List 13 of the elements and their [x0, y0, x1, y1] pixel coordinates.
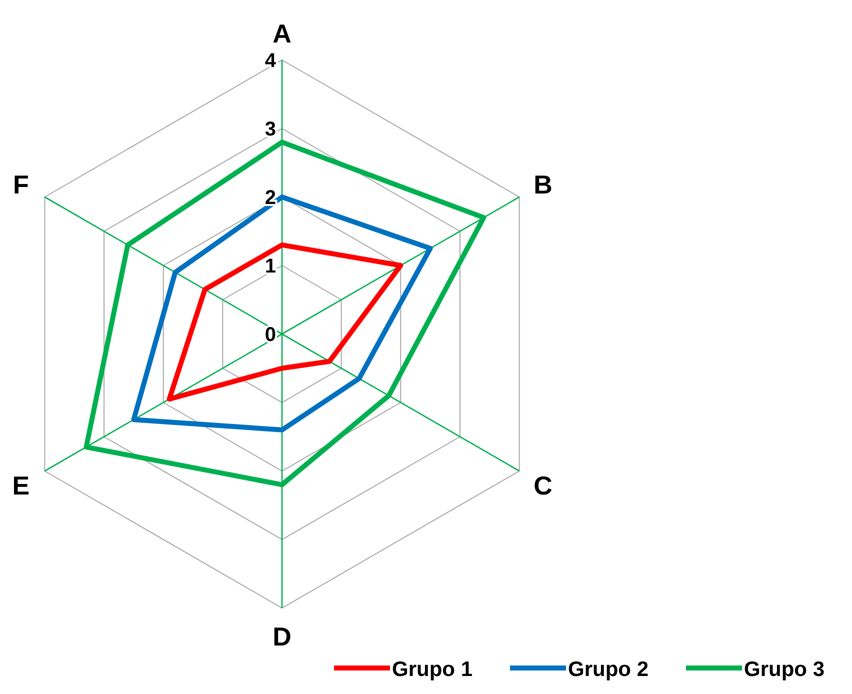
- spoke-label: E: [12, 470, 30, 501]
- spoke-label: F: [13, 169, 29, 200]
- y-tick-label: 1: [264, 256, 276, 278]
- y-tick-label: 0: [264, 324, 276, 346]
- spoke-label: C: [534, 470, 553, 501]
- spoke-label: A: [272, 18, 292, 49]
- legend-label: Grupo 2: [568, 658, 649, 681]
- spoke-label: D: [272, 621, 292, 652]
- legend-label: Grupo 1: [392, 658, 473, 681]
- y-tick-label: 4: [264, 50, 277, 72]
- y-tick-label: 3: [264, 118, 276, 140]
- spoke-label: B: [534, 169, 552, 200]
- legend-label: Grupo 3: [744, 658, 825, 681]
